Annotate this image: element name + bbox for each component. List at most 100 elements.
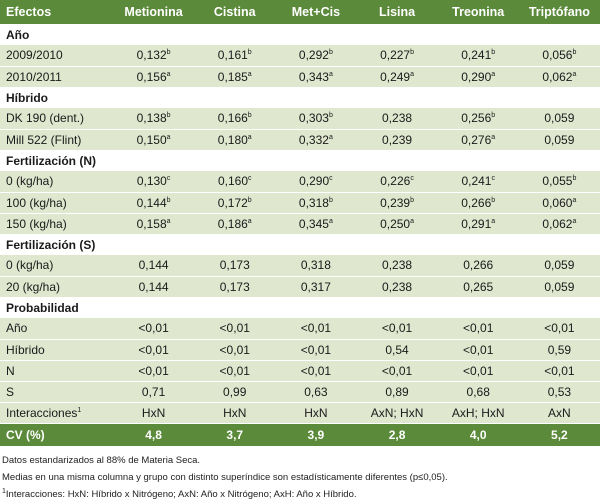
cell-value: 0,173: [219, 279, 250, 294]
header-cell-efectos: Efectos: [6, 5, 52, 19]
cell-value: 0,156: [136, 69, 167, 84]
table-cell: 0,318: [275, 255, 357, 277]
header-cell-met-cis: Met+Cis: [291, 5, 341, 19]
table-cell: 0,276a: [437, 129, 519, 151]
table-cell: <0,01: [356, 360, 438, 382]
cell-value: <0,01: [219, 363, 250, 378]
table-cell: 0,172b: [194, 192, 276, 214]
cell-value: <0,01: [463, 363, 494, 378]
cell-value: <0,01: [300, 321, 332, 336]
cell-value: 0,303: [298, 111, 329, 126]
cell-value: <0,01: [463, 321, 494, 336]
cell-value: 0,138: [136, 111, 167, 126]
cell-superscript: a: [166, 70, 171, 78]
cell-value: 0,266: [461, 195, 492, 210]
cell-value: <0,01: [381, 363, 413, 378]
table-cell: 0,99: [194, 381, 276, 403]
cell-value: 0,276: [461, 132, 492, 147]
cell-superscript: b: [247, 49, 252, 57]
table-cell: 0,54: [356, 339, 438, 361]
table-cell: 0,239b: [356, 192, 438, 214]
table-cell: <0,01: [275, 360, 357, 382]
table-cell: 0,059: [518, 276, 600, 298]
row-label-text: 0 (kg/ha): [6, 174, 54, 189]
cell-value: 0,059: [544, 111, 575, 126]
cell-superscript: a: [572, 217, 577, 225]
cell-superscript: b: [328, 49, 333, 57]
cell-superscript: c: [248, 175, 252, 183]
cell-superscript: a: [491, 70, 496, 78]
cv-label: CV (%): [0, 423, 113, 446]
cell-superscript: a: [166, 217, 171, 225]
cell-value: 0,238: [382, 258, 413, 273]
row-label: 0 (kg/ha): [0, 255, 113, 277]
table-cell: HxN: [194, 402, 276, 424]
table-cell: 0,062a: [518, 213, 600, 235]
table-row: DK 190 (dent.) 0,138b 0,166b 0,303b 0,238 0,2…: [0, 108, 600, 130]
row-label-text: S: [6, 384, 15, 399]
table-cell: 0,144: [113, 276, 195, 298]
table-cell: 0,238: [356, 276, 438, 298]
cell-value: 0,158: [136, 216, 167, 231]
table-cell: 0,059: [518, 129, 600, 151]
cell-value: 0,186: [217, 216, 248, 231]
cell-superscript: a: [247, 70, 252, 78]
footnote-marker: 1: [2, 487, 6, 495]
table-cell: <0,01: [437, 318, 519, 340]
header-cell-treonina: Treonina: [452, 5, 505, 19]
cell-value: 0,290: [461, 69, 492, 84]
table-cell: 0,265: [437, 276, 519, 298]
cell-superscript: c: [410, 175, 414, 183]
table-cell: 0,250a: [356, 213, 438, 235]
cell-value: 0,238: [382, 111, 413, 126]
cell-value: <0,01: [219, 321, 250, 336]
row-label-text: 100 (kg/ha): [6, 195, 67, 210]
cell-value: 0,54: [385, 342, 409, 357]
table-cell: 0,59: [518, 339, 600, 361]
table-cell: 0,63: [275, 381, 357, 403]
table-cell: 0,055b: [518, 171, 600, 193]
section-title: Probabilidad: [0, 297, 600, 318]
row-label-text: 0 (kg/ha): [6, 258, 54, 273]
table-cell: HxN: [113, 402, 195, 424]
table-cell: 0,71: [113, 381, 195, 403]
cell-value: 0,292: [298, 48, 329, 63]
table-cell: 0,332a: [275, 129, 357, 151]
row-label-text: DK 190 (dent.): [6, 111, 85, 126]
table-cell: AxH; HxN: [437, 402, 519, 424]
footnote-superscripts: Medias en una misma columna y grupo con …: [2, 471, 448, 483]
section-title: Híbrido: [0, 87, 600, 108]
cell-value: 0,130: [136, 174, 167, 189]
table-cell: 0,303b: [275, 108, 357, 130]
amino-acid-table: Efectos Metionina Cistina Met+Cis Lisina…: [0, 0, 600, 446]
table-cell: <0,01: [518, 318, 600, 340]
table-row: N <0,01 <0,01 <0,01 <0,01 <0,01 <0,01: [0, 360, 600, 382]
cell-value: 0,317: [300, 279, 331, 294]
cell-value: 0,062: [542, 216, 573, 231]
cell-superscript: c: [491, 175, 495, 183]
table-cell: 0,144b: [113, 192, 195, 214]
cell-value: 0,53: [547, 384, 572, 399]
footnote-interactions-text: Interacciones: HxN: Híbrido x Nitrógeno;…: [5, 488, 357, 500]
cell-superscript: b: [572, 175, 577, 183]
section-header-row: Año: [0, 24, 600, 45]
table-cell: <0,01: [518, 360, 600, 382]
cell-value: 0,266: [463, 258, 494, 273]
table-cell: 0,138b: [113, 108, 195, 130]
cell-superscript: a: [328, 70, 333, 78]
section-header-row: Híbrido: [0, 87, 600, 108]
table-cell: 0,238: [356, 108, 438, 130]
row-label: Mill 522 (Flint): [0, 129, 113, 151]
cell-value: 0,239: [380, 195, 411, 210]
table-cell: 0,343a: [275, 66, 357, 88]
cell-value: HxN: [223, 405, 247, 420]
cell-value: 0,68: [466, 384, 490, 399]
cell-value: <0,01: [138, 321, 169, 336]
cell-superscript: a: [572, 196, 577, 204]
cell-value: 0,173: [219, 258, 250, 273]
cell-value: 0,226: [380, 174, 411, 189]
table-cell: 0,144: [113, 255, 195, 277]
section-title: Fertilización (N): [0, 150, 600, 171]
cell-value: 0,055: [542, 174, 573, 189]
table-cell: <0,01: [194, 339, 276, 361]
